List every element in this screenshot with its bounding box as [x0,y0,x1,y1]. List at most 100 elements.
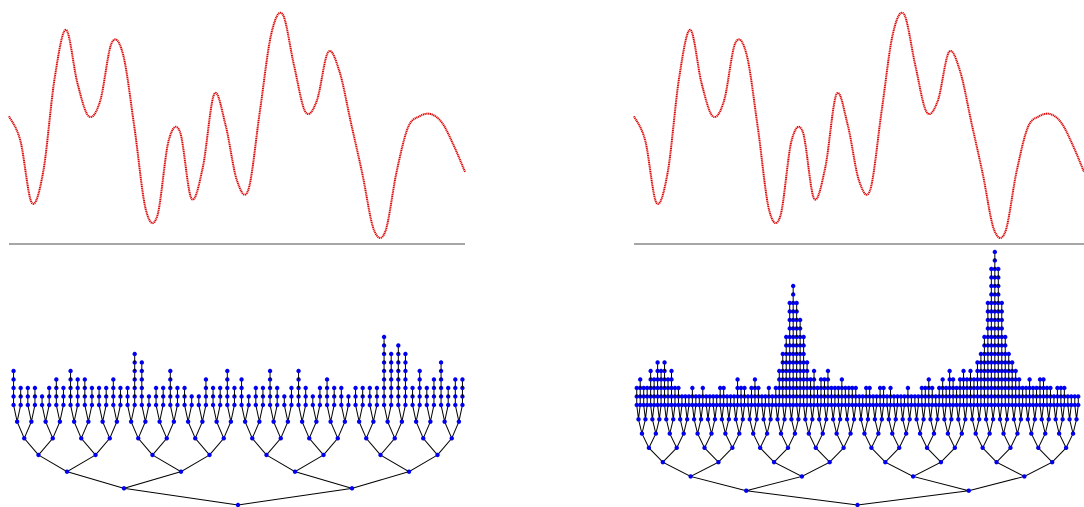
tree-node [671,417,676,422]
tree-node [846,385,852,391]
tree-node [785,445,791,451]
tree-edge [914,404,918,420]
tree-node [943,402,949,408]
tree-node [307,436,312,441]
tree-edge [251,421,260,439]
tree-edge [971,419,977,434]
tree-node [980,445,985,451]
tree-node [460,402,465,408]
tree-node [185,419,191,424]
tree-node [996,402,1001,408]
tree-node [453,377,458,382]
tree-node [449,436,454,441]
tree-node [697,402,702,408]
tree-node [1027,377,1032,382]
tree-edge [942,404,945,420]
tree-node [874,394,879,399]
tree-node [662,360,667,365]
tree-node [239,402,244,408]
tree-edge [198,404,203,422]
tree-node [870,402,876,408]
tree-edge [836,419,841,434]
tree-node [321,452,326,458]
tree-node [933,402,938,408]
tree-node [681,431,686,436]
tree-edge [671,404,674,420]
tree-node [257,419,262,424]
tree-node [260,402,266,408]
tree-edge [1013,419,1018,434]
tree-edge [698,404,702,420]
tree-node [1074,417,1079,422]
tree-edge [872,404,876,420]
tree-node [132,351,137,357]
tree-edge [152,438,168,456]
tree-node [82,402,88,408]
tree-node [303,385,308,391]
tree-node [930,402,935,408]
tree-edge [801,461,830,477]
tree-edge [1069,404,1072,420]
tree-node [830,417,836,422]
tree-edge [444,404,449,422]
tree-edge [754,404,758,420]
tree-edge [358,421,367,439]
tree-diagram [634,249,1081,507]
tree-node [874,402,879,408]
tree-edge [237,487,353,506]
tree-edge [933,419,938,434]
tree-node [665,377,671,382]
tree-edge [870,433,879,449]
tree-node [966,488,971,493]
tree-node [217,385,223,391]
tree-node [1016,377,1022,382]
tree-edge [144,404,150,422]
tree-node [916,394,921,399]
tree-node [829,385,834,391]
tree-node [1076,394,1081,399]
tree-node [797,317,803,323]
tree-edge [808,433,817,449]
tree-edge [244,421,253,439]
tree-node [884,394,890,399]
tree-node [730,445,735,451]
tree-node [68,368,73,374]
tree-edge [808,419,813,434]
tree-node [353,385,358,391]
tree-node [850,385,855,391]
tree-node [683,402,688,408]
tree-node [164,436,169,441]
tree-node [843,402,848,408]
tree-node [738,402,744,408]
tree-edge [308,421,317,439]
tree-node [89,385,95,391]
tree-node [860,394,865,399]
tree-node [801,334,806,340]
tree-edge [669,433,678,449]
tree-node [968,402,973,408]
tree-edge [52,421,61,439]
tree-node [898,402,904,408]
tree-node [704,402,709,408]
tree-node [938,459,944,465]
tree-node [902,402,907,408]
tree-node [827,459,832,465]
tree-node [905,402,911,408]
tree-node [983,417,989,422]
tree-node [945,431,951,436]
tree-edge [1041,404,1044,420]
tree-node [684,417,690,422]
tree-edge [850,419,855,434]
tree-node [676,385,681,391]
tree-edge [735,419,740,434]
tree-edge [127,404,132,422]
tree-edge [825,404,829,420]
tree-node [46,402,52,408]
tree-node [1030,402,1036,408]
tree-node [178,469,184,474]
tree-node [815,385,820,391]
tree-edge [141,404,146,422]
tree-node [853,402,858,408]
tree-node [310,402,316,408]
tree-edge [283,404,289,422]
